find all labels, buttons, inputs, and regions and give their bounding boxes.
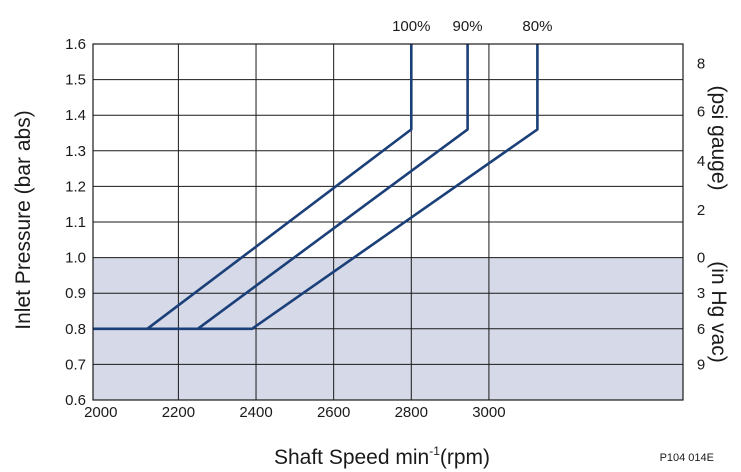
y2-tick-label-inhg: 0 — [697, 250, 705, 267]
y-tick-label: 0.9 — [65, 285, 86, 302]
x-tick-label: 2600 — [317, 404, 350, 421]
x-tick-label: 3000 — [472, 404, 505, 421]
x-tick-labels: 2000 2200 2400 2600 2800 3000 — [84, 404, 506, 421]
y-tick-label: 1.5 — [65, 72, 86, 89]
plot-frame — [92, 43, 684, 401]
series-label-90-percent: 90% — [453, 18, 483, 35]
series-label-100-percent: 100% — [392, 18, 430, 35]
series-labels: 100% 90% 80% — [392, 18, 552, 35]
y2-tick-label-inhg: 9 — [697, 356, 705, 373]
y2-tick-label-psi: 8 — [697, 56, 705, 73]
y2-axis-label-psi: (psi gauge) — [707, 85, 730, 190]
y-tick-label: 1.3 — [65, 143, 86, 160]
x-tick-label: 2200 — [162, 404, 195, 421]
y2-axis-label-inhg: (in Hg vac) — [707, 261, 730, 363]
series-line-80-percent — [147, 44, 539, 331]
x-tick-label: 2400 — [239, 404, 272, 421]
y-tick-label: 0.7 — [65, 356, 86, 373]
y2-tick-label-psi: 6 — [697, 104, 705, 121]
y-tick-label: 1.4 — [65, 107, 86, 124]
x-axis-label-unit: (rpm) — [440, 446, 490, 469]
y2-tick-label-psi: 4 — [697, 153, 705, 170]
y-tick-label: 1.6 — [65, 36, 86, 53]
y-tick-label: 1.2 — [65, 178, 86, 195]
y2-tick-labels: 8 6 4 2 0 3 6 9 — [697, 56, 705, 374]
y-tick-label: 1.0 — [65, 250, 86, 267]
y-tick-label: 0.8 — [65, 321, 86, 338]
x-tick-label: 2000 — [84, 404, 117, 421]
y2-tick-label-psi: 2 — [697, 202, 705, 219]
x-tick-label: 2800 — [395, 404, 428, 421]
x-axis-label-superscript: -1 — [429, 444, 440, 458]
y2-tick-label-inhg: 3 — [697, 285, 705, 302]
figure-reference: P104 014E — [660, 452, 714, 464]
x-axis-label: Shaft Speed min-1(rpm) — [274, 444, 490, 469]
y2-tick-label-inhg: 6 — [697, 321, 705, 338]
series-label-80-percent: 80% — [522, 18, 552, 35]
series-line-100-percent — [93, 44, 413, 331]
y-tick-label: 1.1 — [65, 214, 86, 231]
y-axis-label: Inlet Pressure (bar abs) — [12, 110, 35, 329]
grid-layer — [93, 44, 683, 400]
series-layer — [93, 44, 539, 331]
x-axis-label-main: Shaft Speed min — [274, 446, 429, 469]
y-tick-label: 0.6 — [65, 392, 86, 409]
series-line-90-percent — [197, 44, 469, 330]
y-tick-labels: 0.6 0.7 0.8 0.9 1.0 1.1 1.2 1.3 1.4 1.5 1.6 — [65, 36, 86, 409]
